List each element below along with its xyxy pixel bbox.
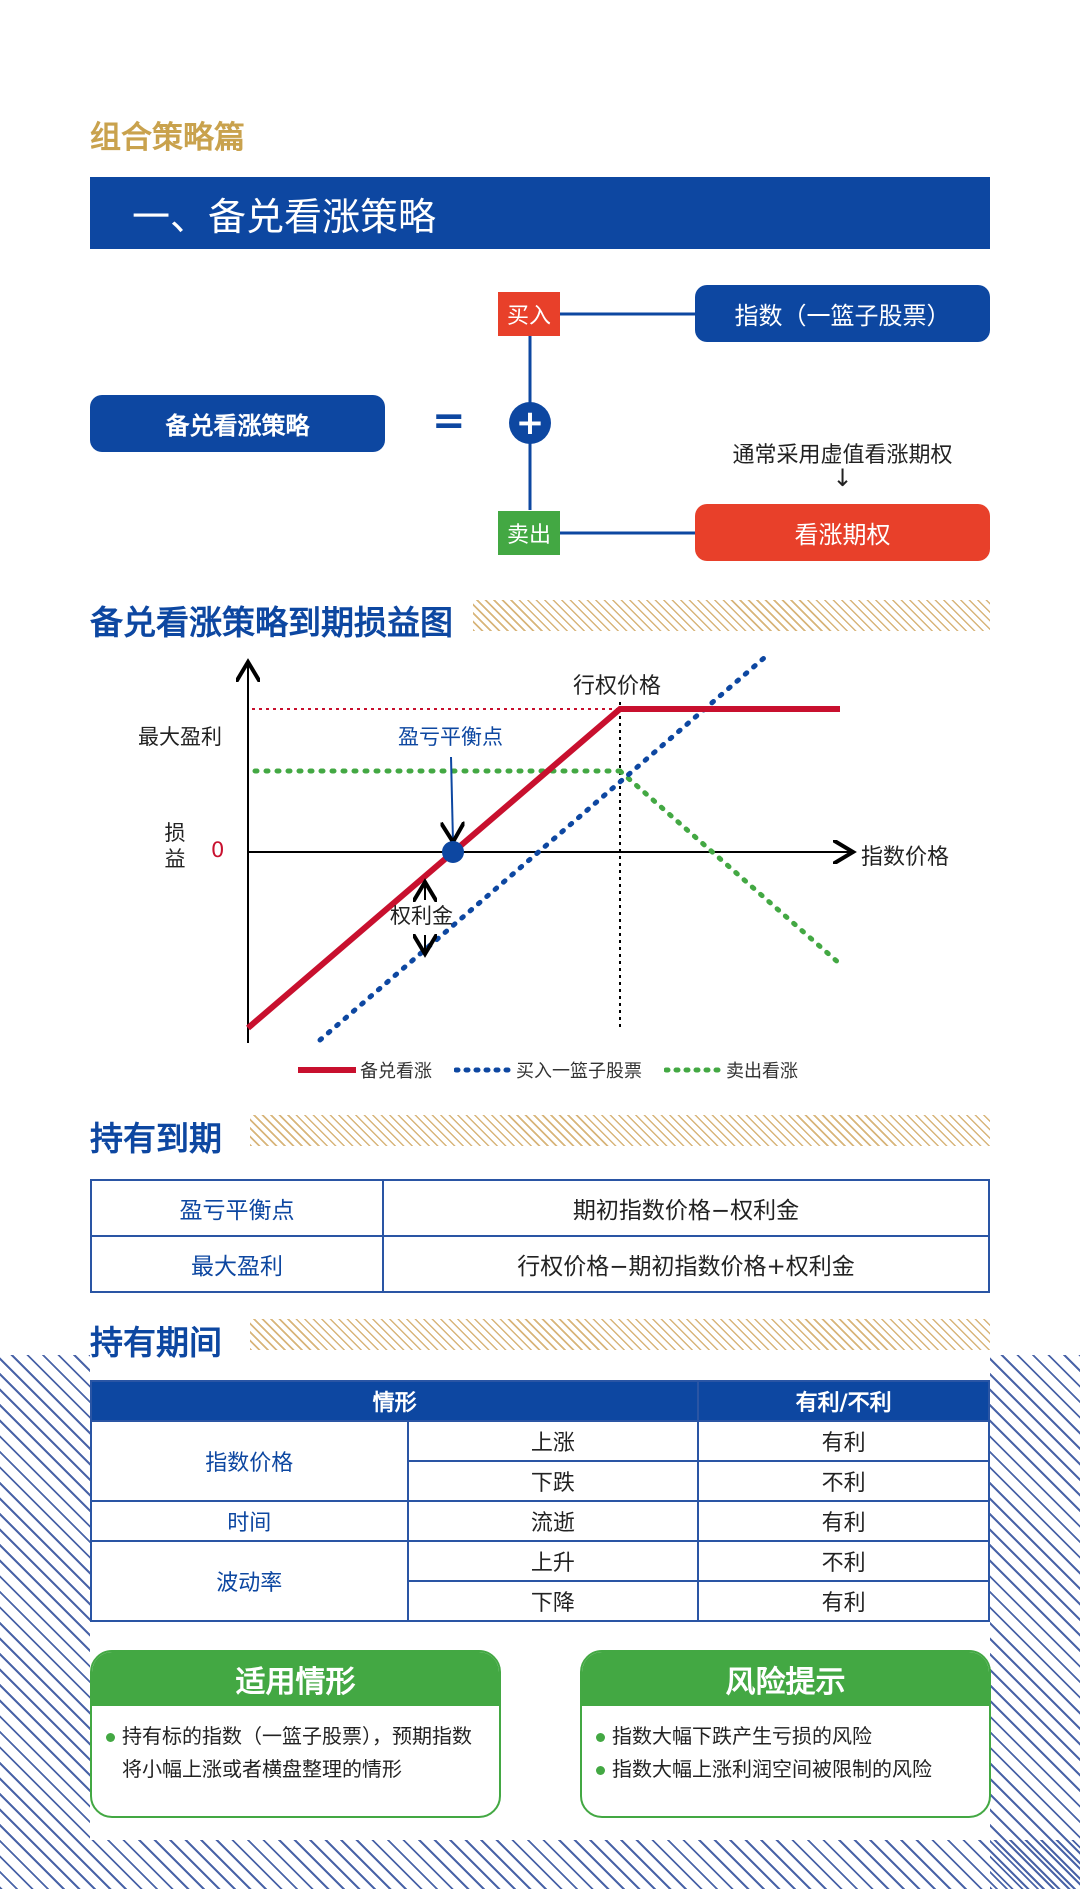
legend-item-sell-call: 卖出看涨 [664,1057,798,1083]
buy-target: 指数（一篮子股票） [695,285,990,342]
table-row: 下降 有利 [91,1580,990,1622]
premium-label: 权利金 [390,904,453,928]
table-row: 波动率 上升 不利 [90,1540,990,1622]
factor-cell: 指数价格 [90,1420,409,1502]
effect-cell: 不利 [697,1540,990,1582]
effect-cell: 有利 [697,1500,990,1542]
table-row: 时间 流逝 有利 [90,1500,990,1542]
payoff-chart [0,655,1080,1043]
expiry-breakeven-value: 期初指数价格−权利金 [382,1179,990,1237]
applicable-card: 适用情形 持有标的指数（一篮子股票），预期指数将小幅上涨或者横盘整理的情形 [90,1650,501,1818]
legend-label: 卖出看涨 [726,1061,798,1082]
series-buy-stock [317,655,767,1043]
x-axis-label: 指数价格 [861,845,950,870]
plus-sign: + [515,403,545,443]
zero-label: 0 [211,838,225,862]
list-item: 指数大幅下跌产生亏损的风险 [596,1720,977,1753]
factor-cell: 波动率 [90,1540,409,1622]
sell-label: 卖出 [498,511,560,555]
sell-target: 看涨期权 [695,504,990,561]
list-item: 指数大幅上涨利润空间被限制的风险 [596,1753,977,1786]
risk-card: 风险提示 指数大幅下跌产生亏损的风险 指数大幅上涨利润空间被限制的风险 [580,1650,991,1818]
applicable-list: 持有标的指数（一篮子股票），预期指数将小幅上涨或者横盘整理的情形 [92,1720,499,1786]
legend-swatch-blue-dots [454,1067,512,1073]
title-bar: 一、备兑看涨策略 [90,177,990,249]
table-row: 最大盈利 行权价格−期初指数价格+权利金 [90,1235,990,1293]
chart-legend: 备兑看涨 买入一篮子股票 卖出看涨 [298,1057,798,1083]
equals-sign: = [432,398,466,444]
effect-cell: 有利 [697,1580,990,1622]
expiry-table: 盈亏平衡点 期初指数价格−权利金 最大盈利 行权价格−期初指数价格+权利金 [90,1179,990,1293]
legend-label: 备兑看涨 [360,1061,432,1082]
change-cell: 下跌 [406,1460,700,1502]
page-title: 一、备兑看涨策略 [132,194,437,239]
risk-title: 风险提示 [582,1652,989,1706]
legend-swatch-red-line [298,1067,356,1073]
holding-table: 情形 有利/不利 指数价格 上涨 有利 下跌 不利 时间 流逝 有利 波动率 上… [89,1380,990,1622]
background-hatch-left [0,1355,90,1889]
y-axis-label: 损益 [164,821,186,871]
plus-circle [509,402,551,444]
legend-item-covered-call: 备兑看涨 [298,1057,432,1083]
hold-to-expiry-hatch [250,1115,990,1146]
table-row: 下跌 不利 [91,1460,990,1502]
background-hatch-bottom [0,1840,1080,1889]
holding-period-hatch [250,1319,990,1350]
change-cell: 下降 [406,1580,700,1622]
factor-cell: 时间 [90,1500,409,1542]
table-header-row: 情形 有利/不利 [89,1380,990,1422]
legend-swatch-green-dots [664,1067,722,1073]
breakeven-pointer [451,756,453,842]
applicable-title: 适用情形 [92,1652,499,1706]
change-cell: 上涨 [406,1420,700,1462]
payoff-section-title: 备兑看涨策略到期损益图 [90,603,453,642]
change-cell: 流逝 [406,1500,700,1542]
background-hatch-right [990,1355,1080,1889]
option-note: 通常采用虚值看涨期权 [732,443,953,468]
expiry-max-profit-label: 最大盈利 [90,1235,384,1293]
expiry-breakeven-label: 盈亏平衡点 [90,1179,384,1237]
strike-label: 行权价格 [573,674,662,699]
holding-period-title: 持有期间 [90,1323,222,1362]
strategy-label: 备兑看涨策略 [90,395,385,452]
header-situation: 情形 [89,1380,700,1422]
table-row: 盈亏平衡点 期初指数价格−权利金 [90,1179,990,1237]
buy-label: 买入 [498,292,560,336]
series-covered-call [246,706,840,1031]
category-label: 组合策略篇 [90,120,245,156]
hold-to-expiry-title: 持有到期 [90,1119,222,1158]
risk-list: 指数大幅下跌产生亏损的风险 指数大幅上涨利润空间被限制的风险 [582,1720,989,1786]
effect-cell: 不利 [697,1460,990,1502]
max-profit-label: 最大盈利 [138,725,222,749]
breakeven-label: 盈亏平衡点 [398,725,503,749]
header-effect: 有利/不利 [697,1380,990,1422]
legend-item-buy-stock: 买入一篮子股票 [454,1057,642,1083]
legend-label: 买入一篮子股票 [516,1061,642,1082]
note-arrow: ↓ [832,464,853,492]
series-sell-call-slope [617,768,843,967]
breakeven-point [442,841,464,863]
expiry-max-profit-value: 行权价格−期初指数价格+权利金 [382,1235,990,1293]
payoff-section-hatch [473,600,990,631]
effect-cell: 有利 [697,1420,990,1462]
change-cell: 上升 [406,1540,700,1582]
list-item: 持有标的指数（一篮子股票），预期指数将小幅上涨或者横盘整理的情形 [106,1720,487,1786]
table-row: 指数价格 上涨 有利 [90,1420,990,1502]
